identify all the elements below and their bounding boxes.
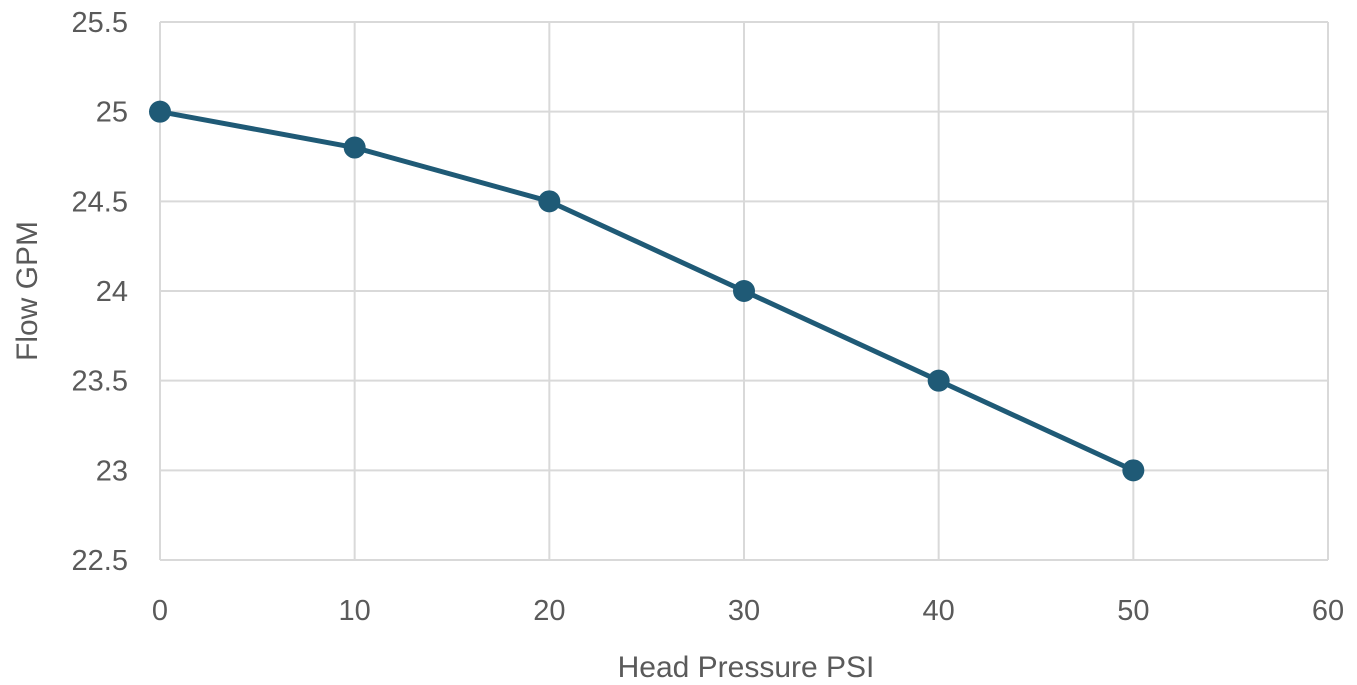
x-tick-label: 40 bbox=[923, 595, 955, 627]
y-tick-label: 25 bbox=[96, 97, 128, 129]
x-axis-title: Head Pressure PSI bbox=[618, 651, 875, 684]
y-tick-label: 24.5 bbox=[72, 186, 128, 218]
x-tick-label: 10 bbox=[339, 595, 371, 627]
x-tick-label: 30 bbox=[728, 595, 760, 627]
grid bbox=[159, 21, 1329, 561]
y-tick-label: 22.5 bbox=[72, 545, 128, 577]
y-tick-label: 23.5 bbox=[72, 366, 128, 398]
y-tick-label: 25.5 bbox=[72, 7, 128, 39]
y-tick-label: 23 bbox=[96, 455, 128, 487]
data-point bbox=[149, 100, 171, 123]
x-tick-label: 20 bbox=[533, 595, 565, 627]
data-point bbox=[538, 190, 561, 213]
x-axis-ticks: 0 10 20 30 40 50 60 bbox=[152, 595, 1344, 627]
series bbox=[149, 100, 1145, 482]
y-tick-label: 24 bbox=[96, 276, 128, 308]
y-axis-ticks: 22.5 23 23.5 24 24.5 25 25.5 bbox=[72, 7, 128, 577]
y-axis-title: Flow GPM bbox=[11, 221, 44, 361]
series-line bbox=[157, 109, 1136, 473]
data-point bbox=[733, 280, 755, 302]
x-tick-label: 60 bbox=[1312, 595, 1344, 627]
data-point bbox=[927, 369, 950, 392]
x-tick-label: 50 bbox=[1117, 595, 1149, 627]
x-tick-label: 0 bbox=[152, 595, 168, 627]
data-point bbox=[343, 136, 366, 159]
data-point bbox=[1122, 459, 1145, 482]
